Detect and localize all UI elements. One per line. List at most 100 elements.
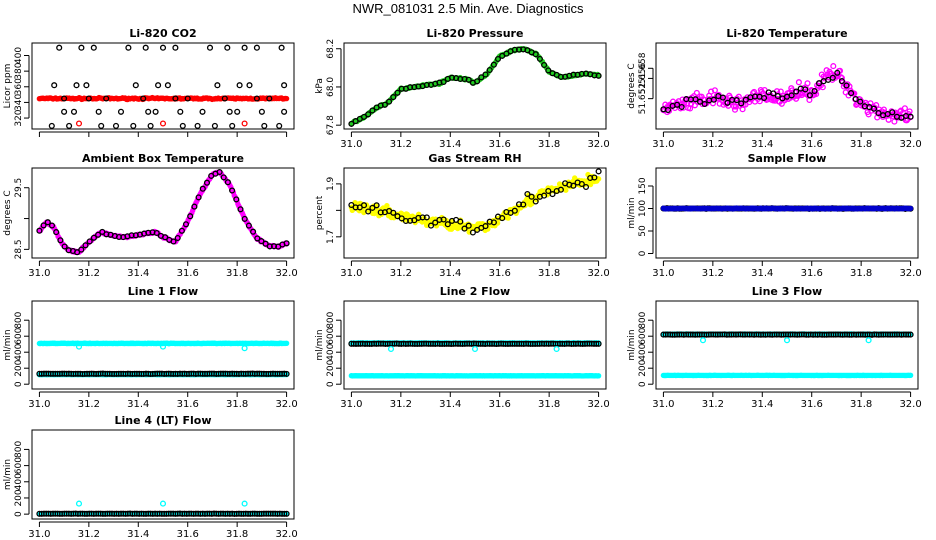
x-tick-label: 31.2	[390, 139, 412, 150]
data-point	[241, 120, 248, 127]
data-point	[74, 249, 81, 256]
data-point	[461, 225, 468, 232]
x-tick-label: 31.2	[702, 139, 724, 150]
x-tick-label: 31.0	[28, 268, 50, 279]
y-tick-label: 67.8	[326, 115, 336, 135]
x-axis: 31.0 31.2 31.4 31.6 31.8 32.0	[652, 131, 922, 150]
data-point	[875, 109, 882, 117]
x-tick-label: 31.6	[801, 268, 823, 279]
data-point	[693, 89, 700, 96]
data-point	[448, 74, 456, 81]
data-point	[206, 44, 214, 51]
y-axis: 1.7 1.9	[326, 176, 342, 244]
data-point	[528, 193, 535, 200]
x-tick-label: 31.6	[177, 268, 199, 279]
data-point	[482, 71, 489, 78]
y-axis-label: ml/min	[3, 329, 13, 360]
data-point	[524, 190, 531, 198]
x-tick-label: 31.4	[439, 268, 461, 279]
data-point	[520, 201, 527, 208]
plot-frame	[31, 42, 295, 130]
panel-title: Li-820 Temperature	[726, 27, 847, 40]
x-tick-label: 31.8	[226, 268, 248, 279]
data-point	[159, 343, 167, 350]
data-point	[246, 82, 253, 89]
data-point	[83, 82, 90, 89]
data-point	[742, 96, 749, 103]
panel-pressure: Li-820 Pressure 31.0 31.2 31.4 31.6 31.8 32.0 6…	[315, 27, 610, 150]
data-point	[499, 215, 506, 222]
data-point	[75, 120, 83, 127]
data-point	[733, 97, 740, 104]
data-points	[660, 205, 914, 212]
x-tick-label: 31.8	[538, 139, 560, 150]
data-point	[678, 103, 685, 111]
data-point	[432, 219, 439, 226]
data-point	[147, 122, 154, 129]
data-point	[724, 99, 731, 106]
y-tick-label: 200	[638, 359, 648, 376]
x-tick-label: 31.4	[127, 529, 149, 540]
data-point	[199, 108, 206, 115]
data-point	[90, 234, 97, 241]
data-point	[553, 345, 560, 353]
data-point	[711, 87, 718, 94]
data-point	[241, 345, 248, 352]
data-point	[57, 237, 64, 244]
y-axis: 67.8 68.0 68.2	[326, 39, 342, 135]
data-point	[457, 218, 464, 225]
y-tick-label: 200	[14, 359, 24, 376]
data-point	[132, 82, 139, 89]
data-point	[427, 222, 435, 229]
data-point	[174, 234, 181, 242]
data-point	[48, 222, 56, 229]
data-point	[760, 90, 767, 97]
y-tick-label: 400	[14, 47, 24, 64]
x-tick-label: 31.8	[850, 268, 872, 279]
panel-title: Gas Stream RH	[428, 152, 521, 165]
data-point	[545, 67, 552, 74]
y-axis-label: kPa	[315, 78, 325, 94]
y-tick-label: 51.658	[638, 52, 648, 84]
data-point	[142, 44, 149, 51]
data-point	[834, 69, 841, 76]
plot-frame	[343, 167, 607, 259]
data-point	[283, 510, 290, 517]
x-tick-label: 32.0	[899, 139, 921, 150]
data-point	[365, 208, 372, 215]
y-tick-label: 29.5	[14, 178, 24, 198]
data-points	[348, 168, 602, 236]
data-point	[795, 79, 802, 86]
panel-title: Li-820 CO2	[129, 27, 196, 40]
data-point	[865, 111, 872, 118]
x-axis: 31.0 31.2 31.4 31.6 31.8 32.0	[652, 260, 922, 279]
data-point	[570, 182, 577, 189]
data-point	[804, 80, 811, 87]
plot-frame	[31, 300, 295, 390]
plot-frame	[655, 300, 919, 390]
y-axis-label: ml/min	[3, 459, 13, 490]
data-point	[348, 120, 355, 127]
panel-line3: Line 3 Flow 31.0 31.2 31.4 31.6 31.8 32.0 0 2004…	[627, 285, 922, 410]
data-point	[870, 105, 878, 112]
x-tick-label: 31.2	[78, 399, 100, 410]
y-axis-label: Licor ppm	[3, 64, 13, 109]
data-point	[595, 373, 602, 379]
data-point	[905, 331, 912, 338]
data-point	[224, 44, 231, 51]
data-point	[85, 95, 92, 102]
data-point	[179, 122, 186, 129]
data-point	[587, 181, 594, 188]
data-point	[56, 44, 63, 51]
x-tick-label: 31.4	[127, 399, 149, 410]
x-tick-label: 31.8	[538, 268, 560, 279]
x-tick-label: 31.0	[340, 268, 362, 279]
data-points	[36, 340, 290, 378]
data-point	[112, 122, 120, 129]
plot-frame	[31, 429, 295, 520]
y-tick-label: 68.2	[326, 39, 336, 59]
x-tick-label: 32.0	[275, 268, 297, 279]
data-point	[245, 222, 252, 229]
